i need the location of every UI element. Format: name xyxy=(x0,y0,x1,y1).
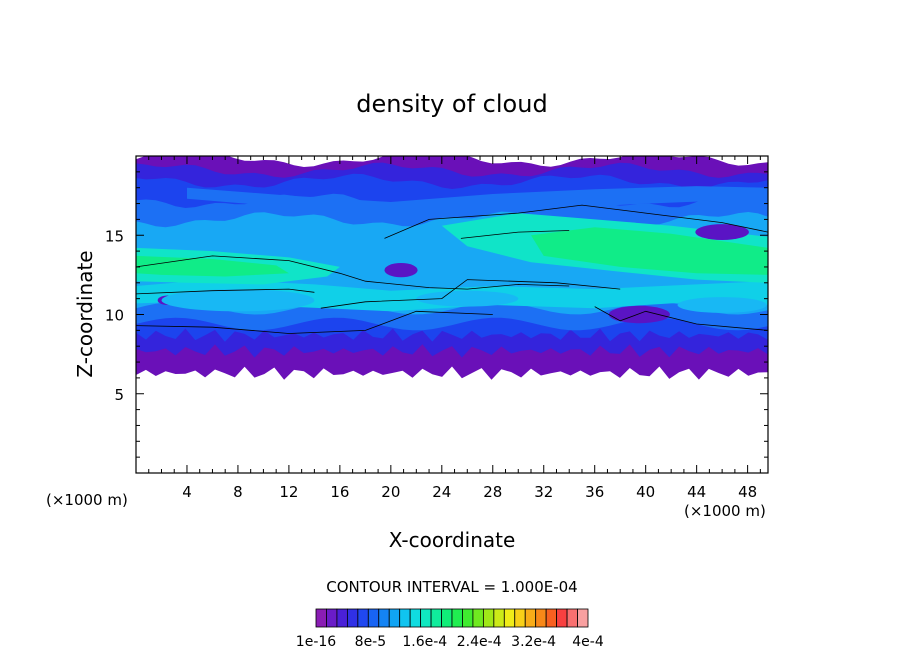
contour-line xyxy=(136,255,570,290)
colorbar-swatch xyxy=(346,608,359,628)
colorbar-swatch xyxy=(326,608,338,628)
x-axis-label: X-coordinate xyxy=(389,528,516,552)
colorbar-swatch xyxy=(493,608,505,628)
colorbar-swatch xyxy=(357,608,369,628)
x-unit-left: (×1000 m) xyxy=(46,491,128,509)
contour-line xyxy=(384,204,768,239)
colorbar-swatch xyxy=(315,608,327,628)
colorbar-swatch xyxy=(556,608,568,628)
colorbar-label: 1.6e-4 xyxy=(402,634,447,650)
x-tick-label: 4 xyxy=(182,483,192,501)
colorbar-label: 2.4e-4 xyxy=(457,634,502,650)
y-tick-label: 10 xyxy=(105,307,124,325)
x-tick-label: 28 xyxy=(483,483,502,501)
colorbar-swatch xyxy=(378,608,390,628)
colorbar-swatch xyxy=(514,608,526,628)
colorbar xyxy=(315,608,589,628)
density-streak xyxy=(187,186,768,215)
density-cell xyxy=(695,224,749,241)
colorbar-swatch xyxy=(482,608,495,628)
axis-ticks xyxy=(136,156,768,473)
x-tick-label: 12 xyxy=(279,483,298,501)
colorbar-swatch xyxy=(441,608,453,628)
x-tick-label: 24 xyxy=(432,483,451,501)
contour-line xyxy=(320,279,621,309)
colorbar-swatch xyxy=(399,608,411,628)
colorbar-swatch xyxy=(577,608,589,628)
colorbar-swatch xyxy=(420,608,432,628)
density-field xyxy=(136,156,768,380)
colorbar-swatch xyxy=(545,608,558,628)
x-tick-label: 40 xyxy=(636,483,655,501)
colorbar-swatch xyxy=(367,608,380,628)
x-tick-labels: 4 8 12 16 20 24 28 32 36 40 44 48 xyxy=(182,483,757,501)
colorbar-label: 1e-16 xyxy=(296,634,336,650)
x-tick-label: 44 xyxy=(687,483,706,501)
contour-line xyxy=(136,288,315,295)
y-axis-label: Z-coordinate xyxy=(73,250,97,377)
contour-line xyxy=(136,310,493,334)
colorbar-swatch xyxy=(336,608,348,628)
colorbar-label: 8e-5 xyxy=(355,634,386,650)
density-core xyxy=(531,227,768,275)
chart-title: density of cloud xyxy=(356,90,547,118)
contour-line xyxy=(460,230,570,239)
contour-interval: CONTOUR INTERVAL = 1.000E-04 xyxy=(326,578,577,596)
y-tick-label: 15 xyxy=(105,227,124,245)
colorbar-swatch xyxy=(472,608,484,628)
x-tick-label: 48 xyxy=(738,483,757,501)
x-tick-label: 32 xyxy=(534,483,553,501)
x-tick-label: 20 xyxy=(381,483,400,501)
colorbar-swatch xyxy=(566,608,578,628)
density-cell xyxy=(608,305,670,324)
colorbar-swatch xyxy=(388,608,401,628)
colorbar-swatch xyxy=(430,608,442,628)
density-puff xyxy=(416,290,519,307)
colorbar-swatch xyxy=(451,608,463,628)
colorbar-label: 3.2e-4 xyxy=(511,634,556,650)
y-tick-label: 5 xyxy=(114,386,124,404)
density-puff xyxy=(677,297,767,313)
colorbar-swatch xyxy=(535,608,547,628)
y-tick-labels: 5 10 15 xyxy=(105,227,124,404)
colorbar-label: 4e-4 xyxy=(572,634,604,650)
colorbar-swatch xyxy=(524,608,537,628)
density-puff xyxy=(161,289,315,312)
colorbar-swatch xyxy=(409,608,422,628)
x-tick-label: 36 xyxy=(585,483,604,501)
x-unit-right: (×1000 m) xyxy=(684,502,766,520)
colorbar-swatch xyxy=(503,608,516,628)
x-tick-label: 16 xyxy=(330,483,349,501)
contour-line xyxy=(594,306,768,331)
x-tick-label: 8 xyxy=(233,483,243,501)
colorbar-swatch xyxy=(462,608,474,628)
density-cell xyxy=(384,262,418,278)
colorbar-labels: 1e-16 8e-5 1.6e-4 2.4e-4 3.2e-4 4e-4 xyxy=(296,634,604,650)
